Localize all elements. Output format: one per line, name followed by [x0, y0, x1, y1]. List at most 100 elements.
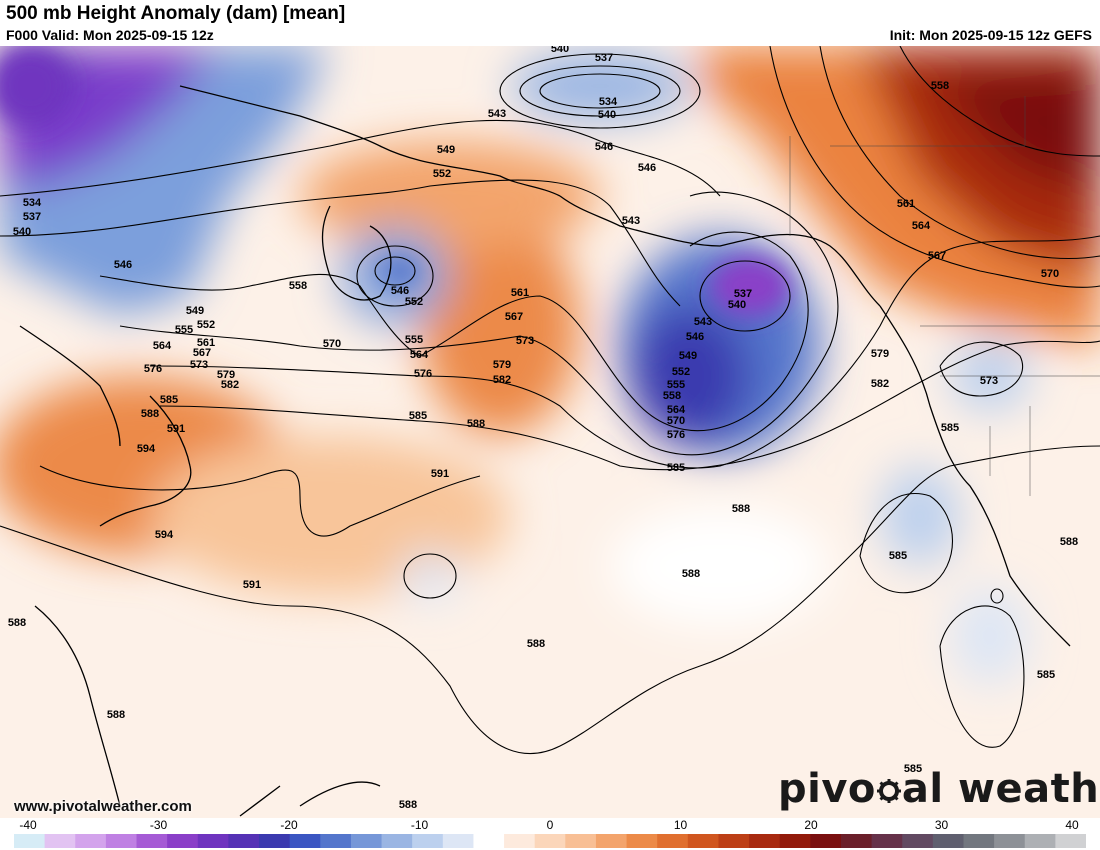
colorbar-swatch: [197, 834, 229, 848]
contour-label: 552: [405, 296, 423, 308]
contour-label: 591: [431, 468, 449, 480]
contour-label: 546: [595, 141, 613, 153]
contour-label: 546: [391, 285, 409, 297]
colorbar-swatch: [320, 834, 352, 848]
contour-label: 585: [1037, 669, 1055, 681]
colorbar-swatch: [442, 834, 475, 848]
colorbar-ticks: -40 -30 -20 -10 0 10 20 30 40: [0, 818, 1100, 834]
contour-label: 585: [889, 550, 907, 562]
colorbar-swatch: [44, 834, 76, 848]
contour-label: 564: [410, 349, 429, 361]
valid-time: F000 Valid: Mon 2025-09-15 12z: [6, 27, 214, 43]
colorbar-swatch: [228, 834, 260, 848]
colorbar-swatch: [687, 834, 720, 848]
contour-label: 564: [912, 220, 931, 232]
map-title: 500 mb Height Anomaly (dam) [mean]: [6, 3, 346, 24]
contour-label: 549: [437, 144, 455, 156]
contour-label: 576: [414, 368, 432, 380]
colorbar-swatch: [840, 834, 873, 848]
colorbar-swatch: [75, 834, 107, 848]
contour-label: 564: [667, 404, 686, 416]
contour-label: 588: [1060, 536, 1078, 548]
contour-label: 582: [221, 379, 239, 391]
contour-label: 552: [197, 319, 215, 331]
colorbar-swatch: [963, 834, 995, 848]
contour-label: 582: [493, 374, 511, 386]
init-time: Init: Mon 2025-09-15 12z GEFS: [889, 27, 1092, 43]
contour-label: 555: [667, 379, 685, 391]
map-canvas: 5405375345405435465465495525435375405435…: [0, 46, 1100, 818]
colorbar-swatch: [657, 834, 689, 848]
contour-label: 573: [980, 375, 998, 387]
contour-label: 546: [638, 162, 656, 174]
colorbar-swatch: [595, 834, 628, 848]
contour-label: 558: [663, 390, 681, 402]
colorbar-tick-label: 40: [1065, 818, 1079, 832]
coastlines: [19, 85, 1071, 817]
contour-label: 594: [155, 529, 174, 541]
website-credit: www.pivotalweather.com: [14, 798, 192, 815]
contour-label: 570: [667, 415, 685, 427]
contour-label: 561: [897, 198, 915, 210]
contour-label: 549: [186, 305, 204, 317]
contour-label: 552: [433, 168, 451, 180]
colorbar-swatch: [105, 834, 138, 848]
colorbar-tick-label: -40: [19, 818, 37, 832]
colorbar: [14, 834, 1086, 848]
contour-label: 540: [13, 226, 31, 238]
colorbar-swatch: [1024, 834, 1056, 848]
contour-label: 549: [679, 350, 697, 362]
colorbar-swatch: [565, 834, 597, 848]
contour-label: 576: [667, 429, 685, 441]
contour-label: 585: [941, 422, 959, 434]
contour-label: 588: [399, 799, 417, 811]
contour-label: 567: [928, 250, 946, 262]
height-contours: [0, 46, 1100, 755]
colorbar-swatch: [350, 834, 383, 848]
contour-label: 573: [516, 335, 534, 347]
colorbar-swatch: [779, 834, 811, 848]
contour-label: 579: [871, 348, 889, 360]
contour-label: 558: [289, 280, 307, 292]
contour-label: 567: [505, 311, 523, 323]
contour-label: 585: [409, 410, 427, 422]
colorbar-swatch: [381, 834, 413, 848]
colorbar-swatch: [718, 834, 750, 848]
contour-label: 588: [682, 568, 700, 580]
contour-label: 588: [8, 617, 26, 629]
colorbar-swatch: [626, 834, 658, 848]
colorbar-swatch: [810, 834, 842, 848]
contour-label: 546: [114, 259, 132, 271]
colorbar-swatch: [871, 834, 903, 848]
contour-label: 570: [323, 338, 341, 350]
contour-label: 546: [686, 331, 704, 343]
contour-label: 540: [728, 299, 746, 311]
contour-label: 543: [488, 108, 506, 120]
colorbar-swatch: [259, 834, 291, 848]
contour-label: 540: [551, 46, 569, 55]
contour-label: 537: [595, 52, 613, 64]
contour-label: 570: [1041, 268, 1059, 280]
colorbar-swatch: [473, 834, 505, 848]
contour-labels: 5405375345405435465465495525435375405435…: [8, 46, 1078, 811]
contour-label: 552: [672, 366, 690, 378]
contour-label: 585: [160, 394, 178, 406]
contour-label: 585: [904, 763, 922, 775]
colorbar-tick-label: 20: [804, 818, 818, 832]
gear-icon: [876, 779, 901, 803]
colorbar-swatch: [412, 834, 444, 848]
contour-label: 588: [141, 408, 159, 420]
colorbar-tick-label: 10: [673, 818, 688, 832]
contour-label: 582: [871, 378, 889, 390]
political-borders: [789, 96, 1100, 496]
contour-label: 588: [527, 638, 545, 650]
contour-label: 534: [23, 197, 42, 209]
colorbar-swatch: [136, 834, 168, 848]
colorbar-tick-label: -20: [280, 818, 298, 832]
contour-label: 540: [598, 109, 616, 121]
contour-label: 576: [144, 363, 162, 375]
contour-label: 594: [137, 443, 156, 455]
colorbar-swatch: [749, 834, 781, 848]
contour-label: 585: [667, 462, 685, 474]
contour-label: 579: [493, 359, 511, 371]
